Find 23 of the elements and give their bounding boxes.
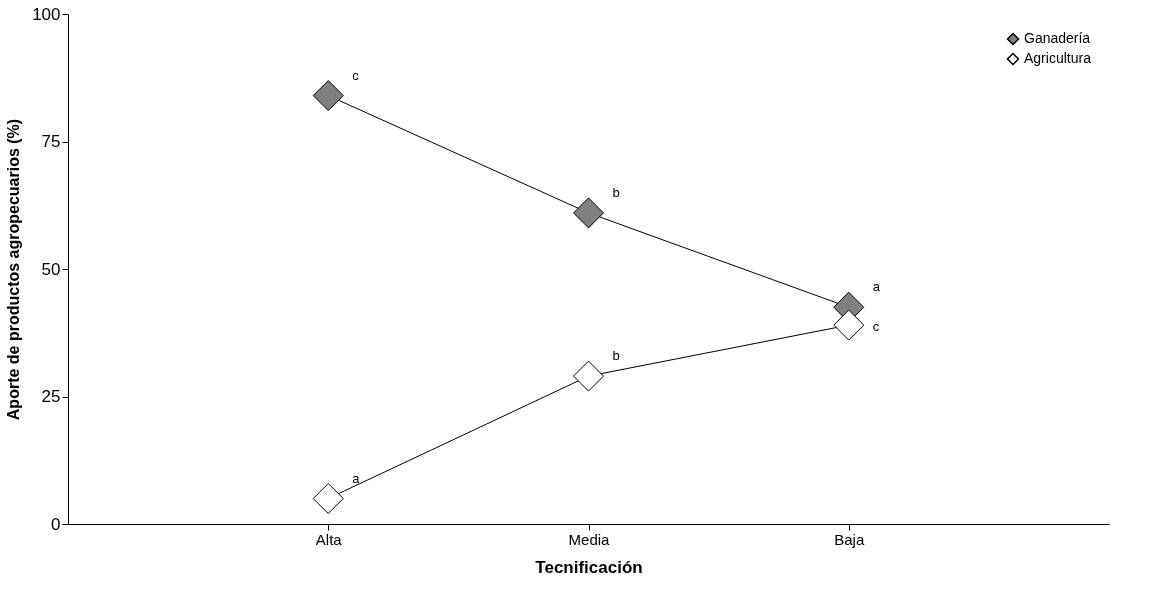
x-tick-label: Baja	[834, 530, 865, 548]
y-axis-title: Aporte de productos agropecuarios (%)	[5, 118, 23, 421]
annotation: c	[872, 319, 880, 335]
annotation: a	[872, 279, 881, 295]
y-tick-label: 25	[41, 387, 61, 406]
point	[573, 197, 604, 229]
point	[573, 360, 604, 392]
annotation: c	[352, 67, 360, 83]
x-axis-title: Tecnificación	[535, 557, 643, 577]
x-tick-label: Media	[568, 530, 611, 548]
annotation: a	[352, 470, 361, 486]
y-tick-label: 0	[51, 514, 61, 534]
annotation: b	[612, 184, 620, 200]
y-tick-label: 75	[41, 132, 61, 151]
point	[312, 483, 344, 514]
legend-label: Ganadería	[1024, 30, 1091, 46]
annotation: b	[612, 348, 620, 364]
point	[833, 309, 865, 341]
y-tick-label: 50	[41, 259, 61, 279]
y-tick-label: 100	[32, 4, 61, 24]
x-tick-label: Alta	[315, 530, 343, 548]
point	[312, 80, 344, 112]
legend-label: Agricultura	[1024, 50, 1092, 66]
